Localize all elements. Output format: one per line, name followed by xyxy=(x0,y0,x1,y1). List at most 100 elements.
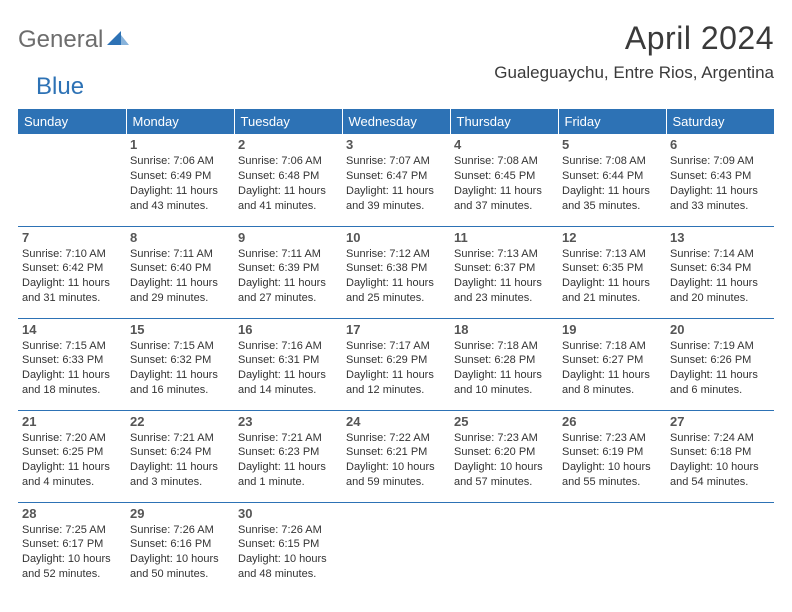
day-info: Sunrise: 7:24 AMSunset: 6:18 PMDaylight:… xyxy=(670,431,770,490)
day-number: 25 xyxy=(454,414,554,429)
calendar-cell: 26Sunrise: 7:23 AMSunset: 6:19 PMDayligh… xyxy=(558,410,666,502)
day-info: Sunrise: 7:15 AMSunset: 6:32 PMDaylight:… xyxy=(130,339,230,398)
calendar-cell: 11 Sunrise: 7:13 AMSunset: 6:37 PMDayligh… xyxy=(450,226,558,318)
day-number: 22 xyxy=(130,414,230,429)
calendar-cell xyxy=(558,502,666,594)
day-number: 1 xyxy=(130,137,230,152)
day-number: 3 xyxy=(346,137,446,152)
day-header: Wednesday xyxy=(342,109,450,134)
day-info: Sunrise: 7:08 AMSunset: 6:45 PMDaylight:… xyxy=(454,154,554,213)
day-number: 27 xyxy=(670,414,770,429)
day-number: 11 xyxy=(454,230,554,245)
calendar-cell: 5 Sunrise: 7:08 AMSunset: 6:44 PMDaylight… xyxy=(558,134,666,226)
calendar-cell: 3 Sunrise: 7:07 AMSunset: 6:47 PMDaylight… xyxy=(342,134,450,226)
day-header: Friday xyxy=(558,109,666,134)
day-info: Sunrise: 7:18 AMSunset: 6:27 PMDaylight:… xyxy=(562,339,662,398)
day-header: Monday xyxy=(126,109,234,134)
day-info: Sunrise: 7:18 AMSunset: 6:28 PMDaylight:… xyxy=(454,339,554,398)
day-number: 8 xyxy=(130,230,230,245)
day-info: Sunrise: 7:11 AMSunset: 6:39 PMDaylight:… xyxy=(238,247,338,306)
calendar-cell: 24Sunrise: 7:22 AMSunset: 6:21 PMDayligh… xyxy=(342,410,450,502)
day-number: 4 xyxy=(454,137,554,152)
day-info: Sunrise: 7:06 AMSunset: 6:49 PMDaylight:… xyxy=(130,154,230,213)
calendar-cell: 15 Sunrise: 7:15 AMSunset: 6:32 PMDayligh… xyxy=(126,318,234,410)
calendar-cell: 6 Sunrise: 7:09 AMSunset: 6:43 PMDaylight… xyxy=(666,134,774,226)
day-number: 21 xyxy=(22,414,122,429)
calendar-cell: 8 Sunrise: 7:11 AMSunset: 6:40 PMDaylight… xyxy=(126,226,234,318)
calendar-cell: 13 Sunrise: 7:14 AMSunset: 6:34 PMDayligh… xyxy=(666,226,774,318)
day-info: Sunrise: 7:25 AMSunset: 6:17 PMDaylight:… xyxy=(22,523,122,582)
day-number: 20 xyxy=(670,322,770,337)
day-header: Saturday xyxy=(666,109,774,134)
calendar-cell xyxy=(18,134,126,226)
day-info: Sunrise: 7:06 AMSunset: 6:48 PMDaylight:… xyxy=(238,154,338,213)
day-info: Sunrise: 7:17 AMSunset: 6:29 PMDaylight:… xyxy=(346,339,446,398)
calendar-row: 28Sunrise: 7:25 AMSunset: 6:17 PMDayligh… xyxy=(18,502,774,594)
day-number: 16 xyxy=(238,322,338,337)
calendar-cell xyxy=(342,502,450,594)
calendar-cell: 16 Sunrise: 7:16 AMSunset: 6:31 PMDayligh… xyxy=(234,318,342,410)
day-info: Sunrise: 7:13 AMSunset: 6:37 PMDaylight:… xyxy=(454,247,554,306)
calendar-cell: 19Sunrise: 7:18 AMSunset: 6:27 PMDayligh… xyxy=(558,318,666,410)
day-info: Sunrise: 7:16 AMSunset: 6:31 PMDaylight:… xyxy=(238,339,338,398)
day-info: Sunrise: 7:23 AMSunset: 6:20 PMDaylight:… xyxy=(454,431,554,490)
day-number: 6 xyxy=(670,137,770,152)
day-info: Sunrise: 7:08 AMSunset: 6:44 PMDaylight:… xyxy=(562,154,662,213)
day-info: Sunrise: 7:13 AMSunset: 6:35 PMDaylight:… xyxy=(562,247,662,306)
calendar-cell: 28Sunrise: 7:25 AMSunset: 6:17 PMDayligh… xyxy=(18,502,126,594)
calendar-cell: 27 Sunrise: 7:24 AMSunset: 6:18 PMDayligh… xyxy=(666,410,774,502)
calendar-row: 14Sunrise: 7:15 AMSunset: 6:33 PMDayligh… xyxy=(18,318,774,410)
day-header: Thursday xyxy=(450,109,558,134)
calendar-cell: 20 Sunrise: 7:19 AMSunset: 6:26 PMDayligh… xyxy=(666,318,774,410)
day-number: 14 xyxy=(22,322,122,337)
calendar-cell: 21 Sunrise: 7:20 AMSunset: 6:25 PMDayligh… xyxy=(18,410,126,502)
calendar-cell: 22 Sunrise: 7:21 AMSunset: 6:24 PMDayligh… xyxy=(126,410,234,502)
calendar-cell: 18 Sunrise: 7:18 AMSunset: 6:28 PMDayligh… xyxy=(450,318,558,410)
location-text: Gualeguaychu, Entre Rios, Argentina xyxy=(494,63,774,83)
day-info: Sunrise: 7:07 AMSunset: 6:47 PMDaylight:… xyxy=(346,154,446,213)
calendar-row: 7 Sunrise: 7:10 AMSunset: 6:42 PMDaylight… xyxy=(18,226,774,318)
month-title: April 2024 xyxy=(494,20,774,57)
day-info: Sunrise: 7:19 AMSunset: 6:26 PMDaylight:… xyxy=(670,339,770,398)
day-info: Sunrise: 7:09 AMSunset: 6:43 PMDaylight:… xyxy=(670,154,770,213)
calendar-row: 1 Sunrise: 7:06 AMSunset: 6:49 PMDaylight… xyxy=(18,134,774,226)
day-info: Sunrise: 7:20 AMSunset: 6:25 PMDaylight:… xyxy=(22,431,122,490)
day-info: Sunrise: 7:21 AMSunset: 6:24 PMDaylight:… xyxy=(130,431,230,490)
day-number: 13 xyxy=(670,230,770,245)
day-info: Sunrise: 7:26 AMSunset: 6:16 PMDaylight:… xyxy=(130,523,230,582)
calendar-cell: 14Sunrise: 7:15 AMSunset: 6:33 PMDayligh… xyxy=(18,318,126,410)
calendar-cell: 30Sunrise: 7:26 AMSunset: 6:15 PMDayligh… xyxy=(234,502,342,594)
calendar-cell: 12Sunrise: 7:13 AMSunset: 6:35 PMDayligh… xyxy=(558,226,666,318)
calendar-cell: 29 Sunrise: 7:26 AMSunset: 6:16 PMDayligh… xyxy=(126,502,234,594)
day-info: Sunrise: 7:23 AMSunset: 6:19 PMDaylight:… xyxy=(562,431,662,490)
calendar-cell xyxy=(450,502,558,594)
calendar-body: 1 Sunrise: 7:06 AMSunset: 6:49 PMDaylight… xyxy=(18,134,774,594)
day-number: 2 xyxy=(238,137,338,152)
day-header: Tuesday xyxy=(234,109,342,134)
logo: General xyxy=(18,20,131,54)
calendar-cell: 7 Sunrise: 7:10 AMSunset: 6:42 PMDaylight… xyxy=(18,226,126,318)
logo-text-gray: General xyxy=(18,26,103,54)
calendar-table: SundayMondayTuesdayWednesdayThursdayFrid… xyxy=(18,109,774,594)
day-number: 15 xyxy=(130,322,230,337)
day-number: 18 xyxy=(454,322,554,337)
day-number: 24 xyxy=(346,414,446,429)
day-number: 5 xyxy=(562,137,662,152)
day-info: Sunrise: 7:11 AMSunset: 6:40 PMDaylight:… xyxy=(130,247,230,306)
day-info: Sunrise: 7:10 AMSunset: 6:42 PMDaylight:… xyxy=(22,247,122,306)
calendar-cell: 17Sunrise: 7:17 AMSunset: 6:29 PMDayligh… xyxy=(342,318,450,410)
calendar-cell xyxy=(666,502,774,594)
logo-text-blue: Blue xyxy=(36,73,84,101)
day-number: 10 xyxy=(346,230,446,245)
logo-triangle-icon xyxy=(107,29,129,52)
day-info: Sunrise: 7:26 AMSunset: 6:15 PMDaylight:… xyxy=(238,523,338,582)
day-number: 7 xyxy=(22,230,122,245)
calendar-cell: 23Sunrise: 7:21 AMSunset: 6:23 PMDayligh… xyxy=(234,410,342,502)
day-info: Sunrise: 7:14 AMSunset: 6:34 PMDaylight:… xyxy=(670,247,770,306)
calendar-cell: 25 Sunrise: 7:23 AMSunset: 6:20 PMDayligh… xyxy=(450,410,558,502)
calendar-cell: 1 Sunrise: 7:06 AMSunset: 6:49 PMDaylight… xyxy=(126,134,234,226)
day-number: 9 xyxy=(238,230,338,245)
calendar-row: 21 Sunrise: 7:20 AMSunset: 6:25 PMDayligh… xyxy=(18,410,774,502)
day-number: 29 xyxy=(130,506,230,521)
day-header: Sunday xyxy=(18,109,126,134)
